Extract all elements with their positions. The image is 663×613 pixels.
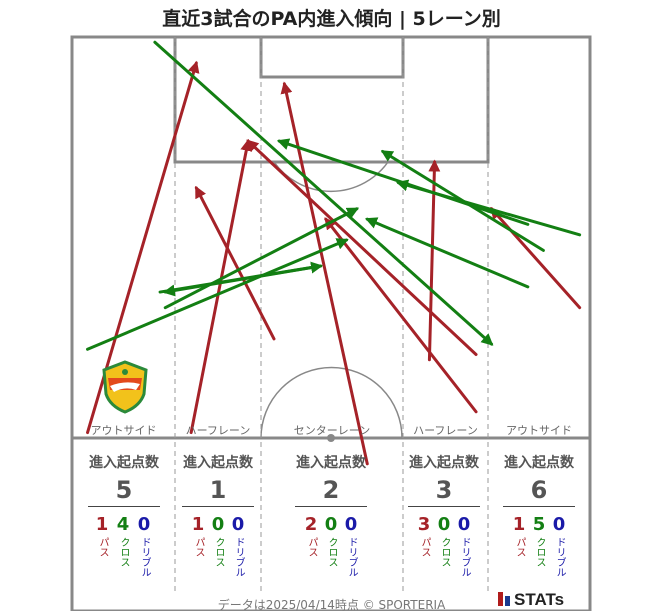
pass-label: パス [514,537,525,557]
lane-stats-halfspace-left: 進入起点数 1 1 パス 0 クロス 0 ドリブル [182,452,254,585]
cross-label: クロス [534,537,545,567]
cross-count-group: 0 クロス [208,514,228,568]
pass-count: 3 [417,514,431,535]
stats-brand: STATs [514,590,565,609]
cross-label: クロス [213,537,224,567]
dribble-count: 0 [457,514,471,535]
entry-breakdown: 1 パス 0 クロス 0 ドリブル [182,515,254,585]
dribble-label: ドリブル [554,537,565,577]
cross-count: 5 [532,514,546,535]
dribble-label: ドリブル [139,537,150,577]
cross-count-group: 5 クロス [529,514,549,568]
entry-total: 6 [503,476,575,507]
cross-arrow [163,207,360,310]
cross-count-group: 0 クロス [321,514,341,568]
cross-arrow [162,264,323,297]
logo-mark-red [498,592,503,606]
pass-arrow [427,159,441,362]
team-crest-icon [100,360,150,418]
lane-stats-outside-left: 進入起点数 5 1 パス 4 クロス 0 ドリブル [88,452,160,585]
pass-count-group: 1 パス [92,514,112,558]
entry-breakdown: 1 パス 4 クロス 0 ドリブル [88,515,160,585]
entry-total: 3 [408,476,480,507]
entry-breakdown: 1 パス 5 クロス 0 ドリブル [503,515,575,585]
dribble-label: ドリブル [459,537,470,577]
center-circle-arc [260,366,403,439]
cross-label: クロス [326,537,337,567]
dribble-count-group: 0 ドリブル [549,514,569,578]
stat-header: 進入起点数 [296,455,366,471]
cross-arrow [365,217,530,289]
dribble-count-group: 0 ドリブル [228,514,248,578]
stat-header: 進入起点数 [409,455,479,471]
entry-total: 5 [88,476,160,507]
lane-stats-center: 進入起点数 2 2 パス 0 クロス 0 ドリブル [295,452,367,585]
pass-count: 1 [512,514,526,535]
pass-arrow [194,185,276,341]
cross-label: クロス [118,537,129,567]
goal-area [259,35,405,79]
cross-count-group: 0 クロス [434,514,454,568]
footer-note: データは2025/04/14時点 © SPORTERIA [217,598,446,612]
lane-stats-outside-right: 進入起点数 6 1 パス 5 クロス 0 ドリブル [503,452,575,585]
dribble-count: 0 [552,514,566,535]
lane-label-outside-right: アウトサイド [506,424,572,437]
cross-arrow [276,138,530,226]
pass-count: 1 [95,514,109,535]
dribble-label: ドリブル [233,537,244,577]
pass-label: パス [97,537,108,557]
dribble-count: 0 [231,514,245,535]
pass-count: 2 [304,514,318,535]
pass-label: パス [306,537,317,557]
pass-count: 1 [191,514,205,535]
pass-count-group: 1 パス [188,514,208,558]
lane-label-halfspace-right: ハーフレーン [413,424,478,437]
entry-total: 1 [182,476,254,507]
cross-arrow [153,40,494,346]
dribble-label: ドリブル [346,537,357,577]
dribble-count-group: 0 ドリブル [134,514,154,578]
cross-arrow [86,238,349,351]
lane-label-halfspace-left: ハーフレーン [185,424,251,437]
dribble-count: 0 [344,514,358,535]
penalty-arc [273,161,389,193]
cross-label: クロス [439,537,450,567]
pass-label: パス [193,537,204,557]
stats-logo: STATs [498,590,564,610]
pass-label: パス [419,537,430,557]
entry-breakdown: 2 パス 0 クロス 0 ドリブル [295,515,367,585]
stat-header: 進入起点数 [183,455,253,471]
center-spot [327,434,335,442]
entry-total: 2 [295,476,367,507]
pass-arrow [489,206,582,310]
cross-count: 0 [437,514,451,535]
dribble-count: 0 [137,514,151,535]
pass-count-group: 1 パス [509,514,529,558]
pass-arrow [246,139,478,357]
cross-count-group: 4 クロス [113,514,133,568]
lane-stats-halfspace-right: 進入起点数 3 3 パス 0 クロス 0 ドリブル [408,452,480,585]
cross-count: 0 [324,514,338,535]
pass-arrow [324,217,478,414]
pass-arrow [280,81,369,466]
logo-mark-blue [505,596,510,606]
dribble-count-group: 0 ドリブル [454,514,474,578]
entry-breakdown: 3 パス 0 クロス 0 ドリブル [408,515,480,585]
stat-header: 進入起点数 [504,455,574,471]
cross-count: 0 [211,514,225,535]
dribble-count-group: 0 ドリブル [341,514,361,578]
pass-count-group: 2 パス [301,514,321,558]
lane-label-outside-left: アウトサイド [90,424,157,437]
pass-count-group: 3 パス [414,514,434,558]
page-title: 直近3試合のPA内進入傾向 | 5レーン別 [162,8,501,30]
cross-count: 4 [116,514,130,535]
entry-arrows [86,40,582,466]
pass-arrow [189,138,253,435]
lane-label-center: センターレーン [293,424,371,437]
stat-header: 進入起点数 [89,455,159,471]
penalty-area [173,35,490,164]
